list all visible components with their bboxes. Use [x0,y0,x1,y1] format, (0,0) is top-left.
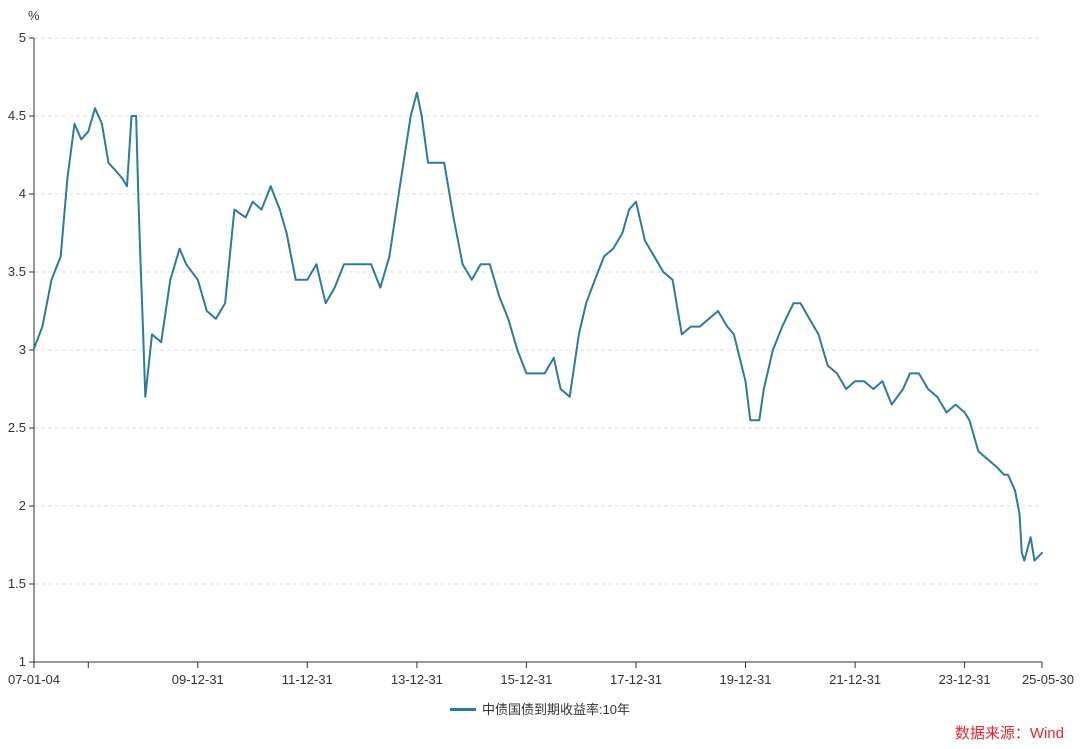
data-source-note: 数据来源：Wind [954,725,1064,742]
x-tick-label: 07-01-04 [8,672,60,687]
y-tick-label: 1 [19,654,26,669]
x-tick-label: 13-12-31 [391,672,443,687]
x-tick-label: 15-12-31 [500,672,552,687]
series-layer [33,91,1043,562]
y-tick-label: 2 [19,498,26,513]
x-axis: 07-01-04 09-12-31 11-12-31 13-12-31 15-12-31… [8,661,1074,687]
x-tick-label: 21-12-31 [829,672,881,687]
series-line[interactable] [33,91,1043,562]
y-tick-label: 5 [19,30,26,45]
gridlines [34,37,1042,585]
x-tick-label: 11-12-31 [282,672,333,687]
x-tick-label: 09-12-31 [172,672,224,687]
y-tick-label: 3.5 [8,264,26,279]
x-tick-label: 23-12-31 [939,672,991,687]
y-tick-label: 2.5 [8,420,26,435]
legend-swatch [449,708,476,712]
y-axis: 1 1.5 2 2.5 3 3.5 4 4.5 5 [8,30,35,669]
x-tick-label: 25-05-30 [1022,672,1074,687]
y-tick-label: 1.5 [8,576,26,591]
legend[interactable]: 中债国债到期收益率:10年 [0,699,1080,718]
y-tick-label: 4.5 [8,108,26,123]
y-axis-unit-label: % [28,8,40,23]
y-tick-label: 3 [19,342,26,357]
y-tick-label: 4 [19,186,26,201]
x-tick-label: 19-12-31 [719,672,771,687]
x-tick-label: 17-12-31 [610,672,662,687]
legend-label: 中债国债到期收益率:10年 [481,702,631,717]
